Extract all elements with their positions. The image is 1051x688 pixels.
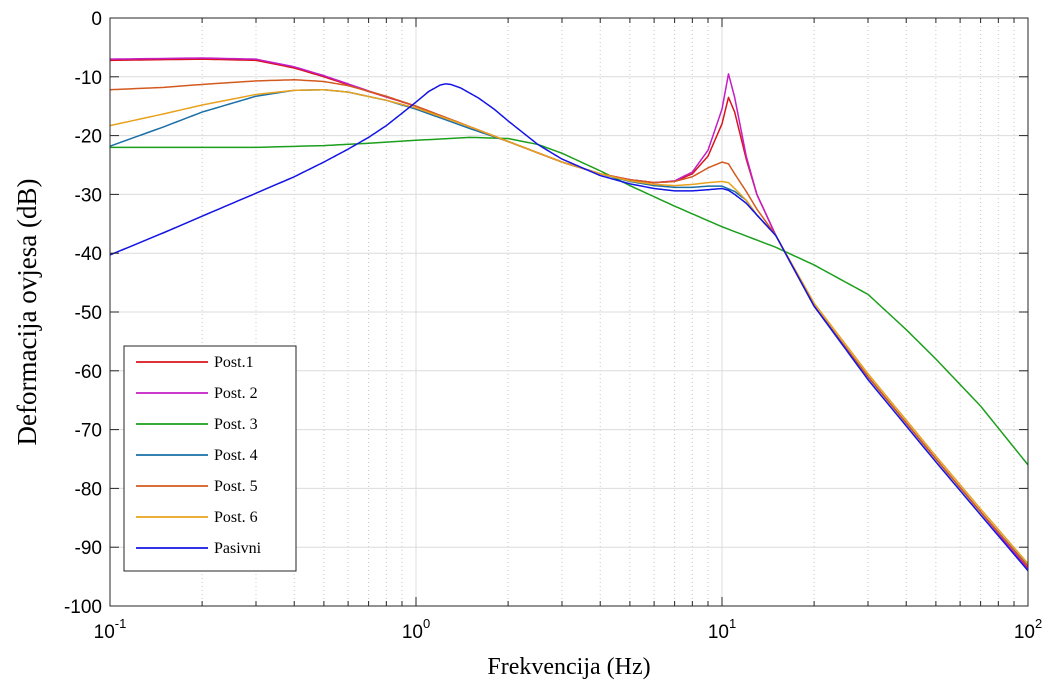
- legend-entry: Post. 2: [214, 385, 258, 402]
- legend-entry: Post. 6: [214, 509, 258, 526]
- x-axis-title: Frekvencija (Hz): [487, 654, 650, 680]
- y-tick-label: -10: [75, 68, 102, 89]
- y-tick-label: -30: [75, 185, 102, 206]
- tick-marks: [109, 17, 1029, 607]
- x-tick-label: 10-1: [94, 616, 127, 643]
- y-tick-labels: 0 -10 -20 -30 -40 -50 -60 -70 -80 -90 -100: [64, 9, 102, 618]
- y-tick-label: -60: [75, 362, 102, 383]
- legend-entry: Post.1: [214, 354, 254, 371]
- series-layer: [109, 57, 1029, 572]
- x-tick-label: 100: [402, 616, 430, 643]
- x-tick-label: 102: [1014, 616, 1042, 643]
- x-tick-label: 101: [708, 616, 736, 643]
- legend-entry: Post. 3: [214, 416, 258, 433]
- y-tick-label: -100: [64, 597, 102, 618]
- legend-box: [123, 345, 297, 572]
- legend-entry: Pasivni: [214, 540, 262, 557]
- x-tick-labels: 10-1 100 101 102: [94, 616, 1043, 643]
- series-line-7: [109, 83, 1029, 572]
- legend-entry: Post. 4: [214, 447, 258, 464]
- legend-entry: Post. 5: [214, 478, 258, 495]
- y-tick-label: 0: [91, 9, 102, 30]
- y-tick-label: -70: [75, 421, 102, 442]
- y-axis-title: Deformacija ovjesa (dB): [12, 179, 42, 446]
- y-tick-label: -90: [75, 538, 102, 559]
- y-tick-label: -80: [75, 479, 102, 500]
- y-tick-label: -20: [75, 127, 102, 148]
- y-tick-label: -50: [75, 303, 102, 324]
- y-tick-label: -40: [75, 244, 102, 265]
- legend: Post.1 Post. 2 Post. 3 Post. 4 Post. 5 Post. …: [123, 345, 297, 572]
